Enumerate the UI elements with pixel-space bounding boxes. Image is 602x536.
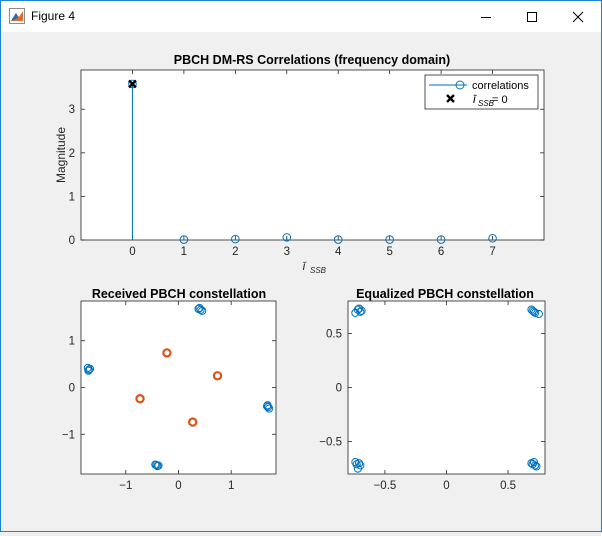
scatter-point [528, 306, 537, 315]
maximize-icon [527, 12, 537, 22]
scatter-point [151, 460, 160, 469]
figure-canvas: PBCH DM-RS Correlations (frequency domai… [1, 32, 601, 531]
axes-title: Equalized PBCH constellation [356, 287, 534, 301]
scatter-point [357, 306, 366, 315]
axes-equalized-constellation[interactable]: Equalized PBCH constellation −0.5 0 0.5 −0.… [319, 287, 546, 492]
xlabel: ī SSB [303, 259, 327, 275]
legend-entry-issb: ī SSB = 0 [473, 92, 508, 108]
scatter-point [85, 364, 95, 373]
x-tick-label: 0 [129, 246, 135, 258]
legend[interactable]: correlations ī SSB = 0 [424, 74, 539, 110]
scatter-point [154, 461, 163, 470]
x-tick-label: 2 [232, 246, 238, 258]
stem-marker [488, 233, 497, 243]
ylabel: Magnitude [54, 127, 68, 183]
stem-marker [333, 235, 343, 244]
axes-received-constellation[interactable]: Received PBCH constellation −1 0 1 −1 0 1 [62, 287, 277, 492]
y-tick-label: 2 [69, 148, 75, 160]
x-tick-label: −0.5 [374, 480, 397, 492]
minimize-icon [481, 17, 491, 18]
scatter-point [529, 458, 539, 467]
y-tick-label: 1 [69, 336, 75, 348]
scatter-point [198, 306, 207, 315]
x-tick-label: 1 [228, 480, 234, 492]
x-tick-label: 7 [489, 246, 495, 258]
axes-title: PBCH DM-RS Correlations (frequency domai… [174, 53, 450, 67]
y-tick-label: −1 [62, 429, 75, 441]
title-bar[interactable]: Figure 4 [1, 1, 601, 32]
scatter-point [195, 303, 204, 313]
stem-marker [436, 235, 446, 244]
matlab-figure-icon [9, 8, 25, 24]
scatter-point [162, 348, 172, 358]
close-button[interactable] [555, 1, 601, 32]
stem-marker [231, 234, 240, 244]
axes-correlations[interactable]: PBCH DM-RS Correlations (frequency domai… [54, 53, 545, 275]
x-tick-label: 0 [443, 480, 449, 492]
stem-marker [128, 79, 137, 89]
scatter-point [352, 460, 361, 469]
x-tick-label: 6 [438, 246, 444, 258]
xlabel-subscript: SSB [310, 266, 327, 275]
x-tick-label: 1 [181, 246, 187, 258]
y-tick-label: −0.5 [319, 437, 342, 449]
stem-marker [179, 235, 189, 244]
scatter-point [534, 309, 543, 319]
x-tick-label: 5 [386, 246, 392, 258]
svg-text:ī: ī [473, 92, 477, 106]
scatter-point [263, 401, 272, 410]
y-tick-label: 0 [336, 383, 342, 395]
scatter-point [529, 307, 539, 316]
y-tick-label: 0.5 [326, 328, 342, 340]
x-tick-label: 0 [175, 480, 181, 492]
svg-text:= 0: = 0 [492, 94, 508, 106]
y-tick-label: 1 [69, 191, 75, 203]
scatter-point [527, 305, 536, 314]
stem-marker [282, 233, 292, 242]
minimize-button[interactable] [463, 1, 509, 32]
y-tick-label: 3 [69, 104, 75, 116]
window-title: Figure 4 [31, 9, 76, 23]
scatter-point [135, 394, 145, 404]
scatter-point [354, 304, 364, 313]
scatter-point [188, 417, 198, 427]
scatter-point [532, 462, 541, 471]
scatter-point [196, 305, 205, 314]
axes-title: Received PBCH constellation [92, 287, 266, 301]
x-tick-label: 4 [335, 246, 342, 258]
x-tick-label: 3 [284, 246, 290, 258]
x-tick-label: 0.5 [500, 480, 516, 492]
svg-text:SSB: SSB [478, 99, 495, 108]
scatter-point [212, 371, 223, 381]
stem-marker [385, 235, 394, 244]
legend-x-marker-icon [446, 94, 455, 103]
maximize-button[interactable] [509, 1, 555, 32]
y-tick-label: 0 [69, 383, 75, 395]
legend-entry-correlations: correlations [472, 80, 529, 92]
peak-x-marker [128, 79, 137, 89]
x-tick-label: −1 [119, 480, 132, 492]
close-icon [572, 11, 584, 23]
xlabel-text: ī [303, 259, 307, 273]
scatter-point [84, 366, 93, 375]
y-tick-label: 0 [69, 235, 75, 247]
scatter-point [353, 464, 362, 473]
figure-svg: PBCH DM-RS Correlations (frequency domai… [54, 53, 546, 492]
legend-circle-marker-icon [455, 80, 465, 90]
